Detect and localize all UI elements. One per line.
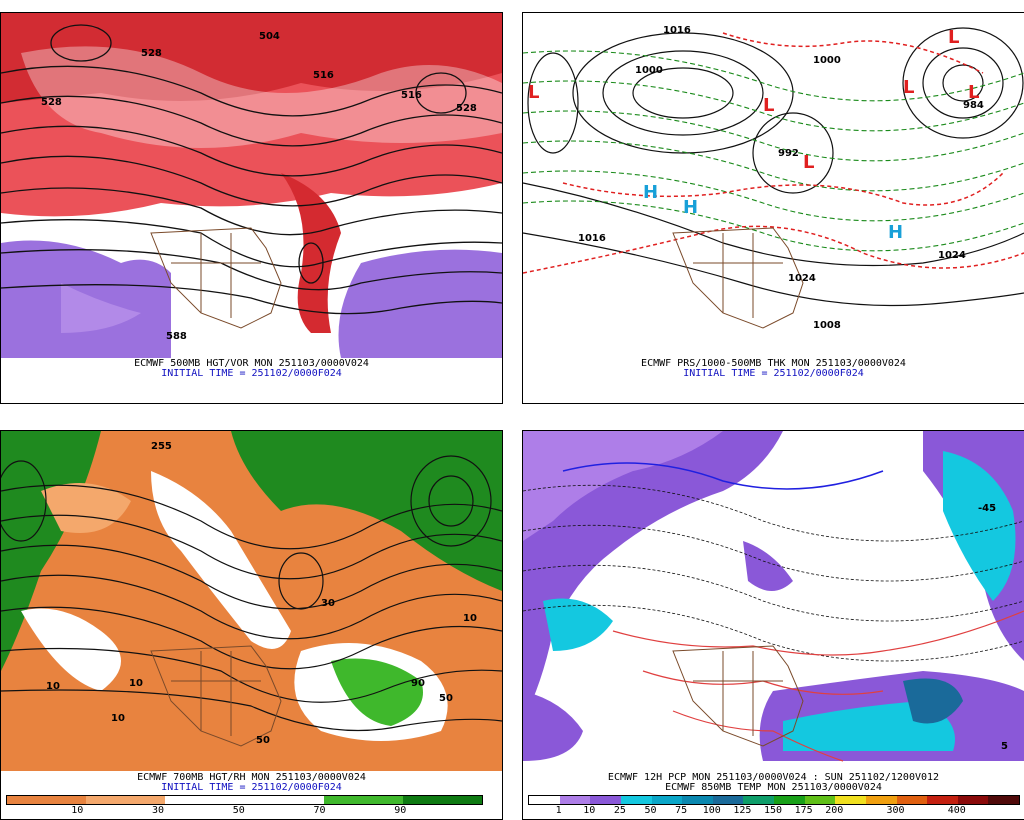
map-label: 10 [46, 681, 60, 692]
vorticity-map: 528 504 516 516 528 588 528 [1, 13, 502, 358]
color-swatch [712, 796, 744, 804]
color-swatch [743, 796, 774, 804]
rh-map: 10 10 10 30 50 90 50 10 255 [1, 431, 502, 771]
caption-line1: ECMWF PRS/1000-500MB THK MON 251103/0000… [641, 358, 906, 369]
legend-tick: 175 [794, 805, 813, 816]
legend-tick: 200 [825, 805, 844, 816]
map-label: -45 [978, 503, 996, 514]
map-label: 528 [141, 48, 162, 59]
legend-tick: 10 [71, 805, 84, 816]
color-swatch [927, 796, 958, 804]
caption-line2: INITIAL TIME = 251102/0000F024 [161, 368, 342, 379]
color-swatch [988, 796, 1019, 804]
precip-map: -45 5 [523, 431, 1024, 771]
color-swatch [682, 796, 713, 804]
high-marker: H [888, 222, 903, 243]
map-label: 1024 [788, 273, 816, 284]
legend-tick: 1 [555, 805, 562, 816]
map-label: 504 [259, 31, 280, 42]
map-label: 10 [129, 678, 143, 689]
color-swatch [865, 796, 897, 804]
map-label: 1016 [663, 25, 691, 36]
map-label: 1000 [813, 55, 841, 66]
legend-tick: 75 [675, 805, 688, 816]
map-label: 255 [151, 441, 172, 452]
pressure-map: L L L L L L H H H 1000 1016 1024 1016 10… [523, 13, 1024, 358]
pcp-ticks: 1 10 25 50 75 100 125 150 175 200 300 400 [528, 805, 1018, 817]
color-swatch [529, 796, 560, 804]
map-label: 1008 [813, 320, 841, 331]
color-swatch [590, 796, 621, 804]
high-marker: H [643, 182, 658, 203]
map-label: 1024 [938, 250, 966, 261]
map-label: 5 [1001, 741, 1008, 752]
legend-tick: 150 [763, 805, 783, 816]
legend-tick: 10 [583, 805, 596, 816]
legend-tick: 50 [232, 805, 245, 816]
low-marker: L [968, 82, 979, 103]
caption-line1: ECMWF 700MB HGT/RH MON 251103/0000V024 [137, 772, 366, 783]
low-marker: L [763, 95, 774, 116]
panel-500mb-vorticity: 528 504 516 516 528 588 528 ECMWF 500MB … [0, 12, 503, 404]
map-label: 516 [401, 90, 422, 101]
legend-tick: 30 [151, 805, 165, 816]
map-label: 528 [456, 103, 477, 114]
map-label: 588 [166, 331, 187, 342]
caption-line1: ECMWF 12H PCP MON 251103/0000V024 : SUN … [607, 772, 940, 783]
low-marker: L [803, 152, 814, 173]
color-swatch [244, 796, 324, 804]
rh-color-bar [6, 795, 483, 805]
color-swatch [86, 796, 166, 804]
map-label: 50 [256, 735, 270, 746]
high-marker: H [683, 197, 698, 218]
caption-line2: INITIAL TIME = 251102/0000F024 [683, 368, 864, 379]
pcp-color-bar [528, 795, 1020, 805]
legend-tick: 90 [394, 805, 407, 816]
map-label: 1000 [635, 65, 663, 76]
color-swatch [402, 796, 482, 804]
rh-ticks: 10 30 50 70 90 [6, 805, 481, 817]
panel-pressure-thickness: L L L L L L H H H 1000 1016 1024 1016 10… [522, 12, 1024, 404]
map-label: 10 [111, 713, 125, 724]
color-swatch [7, 796, 87, 804]
color-swatch [804, 796, 836, 804]
legend-tick: 100 [702, 805, 721, 816]
map-label: 90 [411, 678, 425, 689]
map-label: 50 [439, 693, 453, 704]
map-label: 30 [321, 598, 335, 609]
caption-line2: INITIAL TIME = 251102/0000F024 [161, 782, 342, 793]
map-label: 992 [778, 148, 799, 159]
low-marker: L [528, 82, 539, 103]
caption-line2: ECMWF 850MB TEMP MON 251103/0000V024 [665, 782, 882, 793]
legend-tick: 25 [613, 805, 626, 816]
color-swatch [896, 796, 928, 804]
low-marker: L [903, 77, 914, 98]
color-swatch [165, 796, 245, 804]
legend-tick: 400 [947, 805, 966, 816]
legend-tick: 50 [644, 805, 657, 816]
color-swatch [774, 796, 805, 804]
color-swatch [835, 796, 866, 804]
caption-line1: ECMWF 500MB HGT/VOR MON 251103/0000V024 [134, 358, 369, 369]
color-swatch [323, 796, 403, 804]
panel-precip-850temp: -45 5 ECMWF 12H PCP MON 251103/0000V024 … [522, 430, 1024, 820]
map-label: 1016 [578, 233, 606, 244]
color-swatch [620, 796, 652, 804]
legend-tick: 70 [313, 805, 326, 816]
map-label: 528 [41, 97, 62, 108]
panel-700mb-rh: 10 10 10 30 50 90 50 10 255 ECMWF 700MB … [0, 430, 503, 820]
color-swatch [957, 796, 989, 804]
legend-tick: 300 [886, 805, 905, 816]
map-label: 10 [463, 613, 477, 624]
map-label: 984 [963, 100, 984, 111]
map-label: 516 [313, 70, 334, 81]
color-swatch [559, 796, 591, 804]
low-marker: L [948, 27, 959, 48]
legend-tick: 125 [733, 805, 752, 816]
color-swatch [651, 796, 683, 804]
